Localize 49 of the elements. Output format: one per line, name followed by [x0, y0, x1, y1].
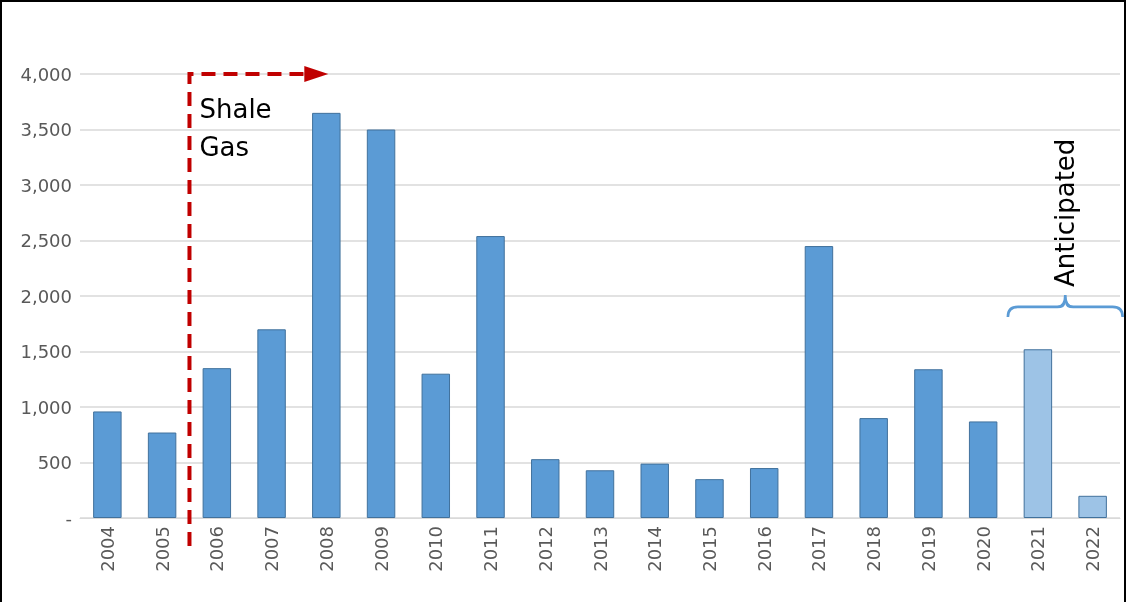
bar — [585, 470, 615, 518]
bar — [202, 368, 232, 518]
x-tick-label: 2009 — [370, 526, 392, 572]
x-tick-label: 2017 — [808, 526, 830, 572]
x-tick-label: 2016 — [753, 526, 775, 572]
x-tick-label: 2015 — [698, 526, 720, 572]
x-tick-label: 2020 — [972, 526, 994, 572]
x-tick-label: 2005 — [151, 526, 173, 572]
bar — [914, 369, 943, 518]
x-tick-label: 2019 — [917, 526, 939, 572]
bar — [366, 129, 396, 518]
x-tick-label: 2014 — [644, 526, 666, 572]
bar — [804, 246, 834, 518]
bar — [93, 411, 122, 518]
bar — [859, 418, 888, 518]
y-tick-label: 3,500 — [20, 119, 72, 140]
x-tick-label: 2018 — [863, 526, 885, 572]
x-tick-label: 2007 — [261, 526, 283, 572]
bar — [1078, 495, 1107, 518]
bar — [421, 373, 451, 518]
annotation: Shale Gas — [199, 93, 273, 164]
bar — [749, 468, 779, 518]
bar — [147, 432, 177, 518]
x-tick-label: 2013 — [589, 526, 611, 572]
x-tick-label: 2012 — [534, 526, 556, 572]
y-tick-label: 2,000 — [20, 285, 72, 307]
y-tick-label: 2,500 — [20, 230, 72, 251]
bar — [312, 112, 341, 518]
bar — [968, 421, 998, 518]
bar — [531, 459, 560, 518]
x-tick-label: 2011 — [480, 526, 502, 572]
x-tick-label: 2022 — [1082, 526, 1104, 572]
y-tick-label: 3,000 — [20, 174, 72, 196]
bar — [1023, 349, 1053, 518]
x-tick-label: 2008 — [315, 526, 337, 572]
y-tick-label: - — [65, 507, 72, 529]
bar — [640, 463, 669, 518]
x-tick-label: 2021 — [1027, 526, 1049, 572]
y-tick-label: 4,000 — [20, 63, 72, 85]
x-tick-label: 2010 — [425, 526, 447, 572]
x-tick-label: 2006 — [206, 526, 228, 572]
bar — [476, 236, 505, 518]
y-tick-label: 1,500 — [20, 341, 72, 362]
y-tick-label: 1,000 — [20, 396, 72, 418]
annotation: Anticipated — [1050, 138, 1081, 287]
bar — [695, 479, 724, 518]
bar — [257, 329, 286, 518]
y-tick-label: 500 — [37, 452, 72, 473]
x-tick-label: 2004 — [96, 526, 118, 572]
